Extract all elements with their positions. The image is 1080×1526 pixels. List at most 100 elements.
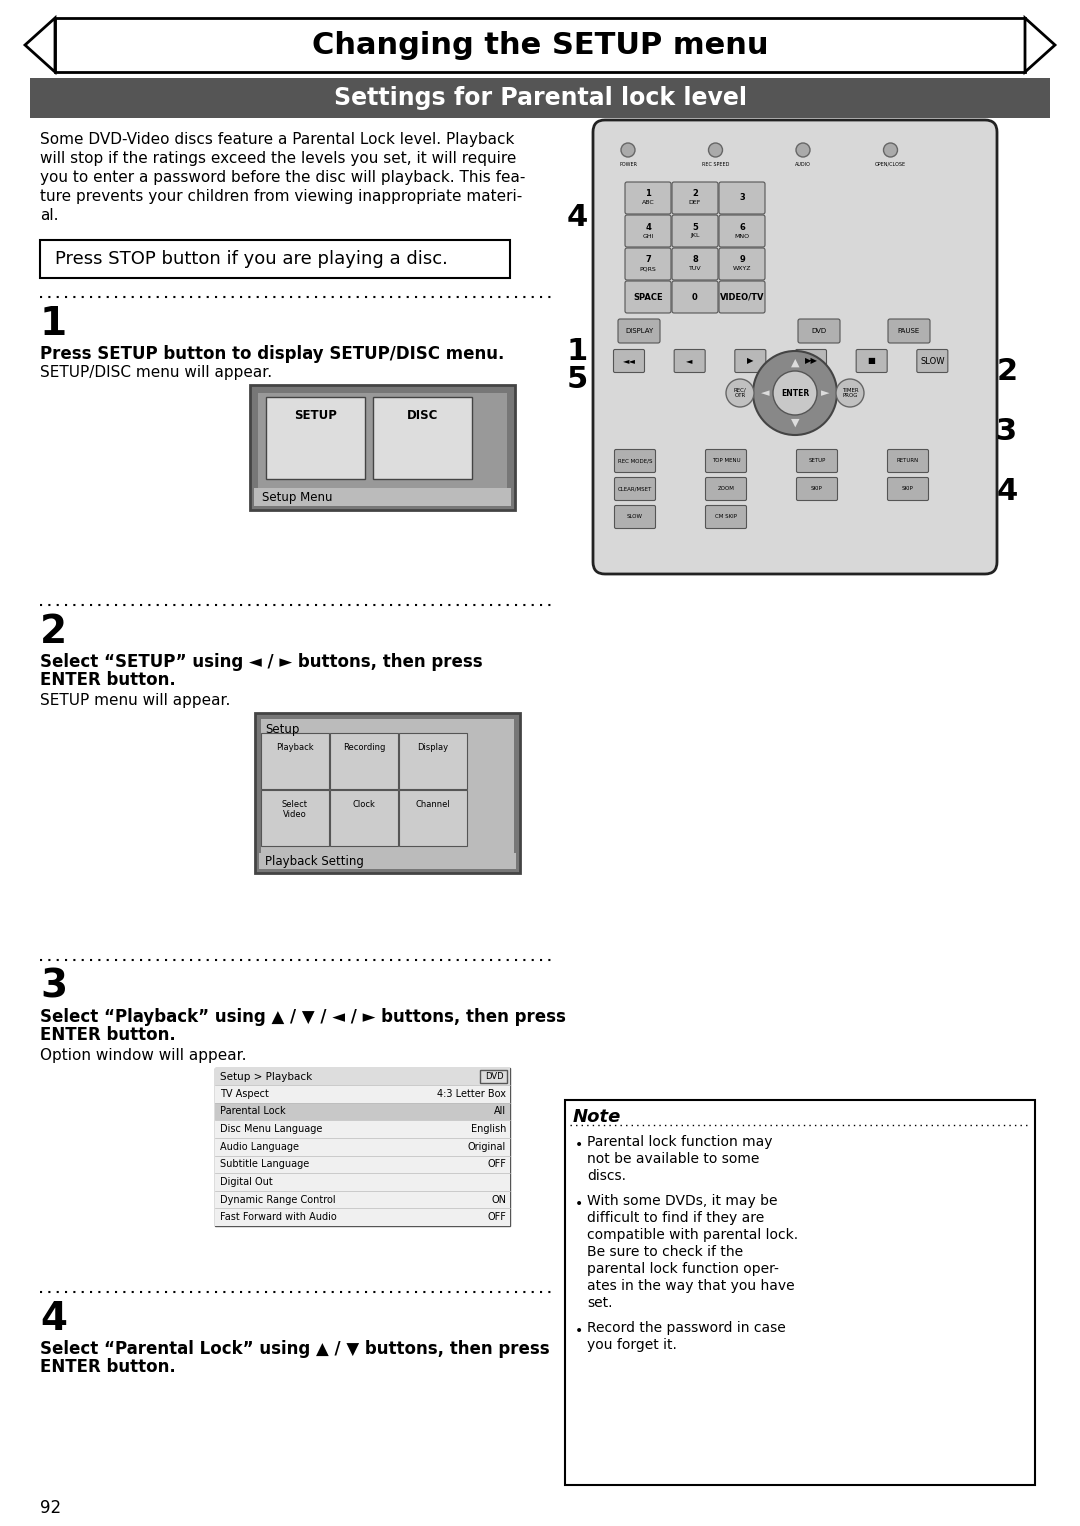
Text: DISPLAY: DISPLAY — [625, 328, 653, 334]
Text: ZOOM: ZOOM — [717, 487, 734, 491]
FancyBboxPatch shape — [625, 249, 671, 279]
Text: CM SKIP: CM SKIP — [715, 514, 737, 519]
Text: Playback Setting: Playback Setting — [265, 855, 364, 867]
Text: 2: 2 — [692, 189, 698, 198]
Text: compatible with parental lock.: compatible with parental lock. — [588, 1228, 798, 1242]
FancyBboxPatch shape — [613, 349, 645, 372]
Text: Some DVD-Video discs feature a Parental Lock level. Playback: Some DVD-Video discs feature a Parental … — [40, 133, 514, 146]
Bar — [215, 1068, 510, 1225]
Text: •: • — [575, 1138, 583, 1152]
Text: 0: 0 — [692, 293, 698, 302]
Text: Recording: Recording — [342, 743, 386, 752]
Text: SLOW: SLOW — [920, 357, 945, 366]
Bar — [30, 78, 1050, 118]
Text: Dynamic Range Control: Dynamic Range Control — [220, 1195, 336, 1204]
Text: Changing the SETUP menu: Changing the SETUP menu — [312, 32, 768, 61]
Text: •: • — [575, 1325, 583, 1338]
FancyBboxPatch shape — [625, 182, 671, 214]
Circle shape — [726, 378, 754, 407]
Text: Audio Language: Audio Language — [220, 1141, 299, 1152]
Text: 3: 3 — [997, 418, 1017, 447]
Text: Clock: Clock — [352, 800, 376, 809]
Text: SETUP/DISC menu will appear.: SETUP/DISC menu will appear. — [40, 365, 272, 380]
Polygon shape — [25, 18, 55, 72]
Circle shape — [753, 351, 837, 435]
FancyBboxPatch shape — [399, 790, 467, 845]
Text: OFF: OFF — [487, 1160, 507, 1169]
Circle shape — [796, 143, 810, 157]
Text: Digital Out: Digital Out — [220, 1177, 273, 1187]
Text: Note: Note — [573, 1108, 621, 1126]
Text: not be available to some: not be available to some — [588, 1152, 759, 1166]
Text: 2: 2 — [40, 613, 67, 652]
FancyBboxPatch shape — [888, 478, 929, 501]
Text: 9: 9 — [739, 255, 745, 264]
Text: DEF: DEF — [689, 200, 701, 206]
Bar — [215, 1120, 510, 1138]
Text: ▶: ▶ — [747, 357, 754, 366]
FancyBboxPatch shape — [719, 249, 765, 279]
Text: SLOW: SLOW — [627, 514, 643, 519]
FancyBboxPatch shape — [615, 505, 656, 528]
Text: MNO: MNO — [734, 233, 750, 238]
Circle shape — [773, 371, 816, 415]
Text: ►: ► — [821, 388, 829, 398]
Bar — [55, 18, 1025, 72]
Text: AUDIO: AUDIO — [795, 162, 811, 166]
Text: ▶▶: ▶▶ — [805, 357, 818, 366]
Text: discs.: discs. — [588, 1169, 626, 1183]
Text: Subtitle Language: Subtitle Language — [220, 1160, 309, 1169]
FancyBboxPatch shape — [719, 215, 765, 247]
Text: Be sure to check if the: Be sure to check if the — [588, 1245, 743, 1259]
Text: ▼: ▼ — [791, 418, 799, 427]
Text: TV Aspect: TV Aspect — [220, 1090, 269, 1099]
Text: ENTER button.: ENTER button. — [40, 1358, 176, 1376]
Text: Select
Video: Select Video — [282, 800, 308, 819]
Text: 1: 1 — [645, 189, 651, 198]
Bar — [480, 1070, 507, 1083]
Bar — [259, 853, 516, 868]
Text: Press SETUP button to display SETUP/DISC menu.: Press SETUP button to display SETUP/DISC… — [40, 345, 504, 363]
Text: JKL: JKL — [690, 233, 700, 238]
Text: TIMER
PROG: TIMER PROG — [841, 388, 859, 398]
Text: Setup Menu: Setup Menu — [262, 490, 333, 504]
Bar — [215, 1085, 510, 1103]
Circle shape — [883, 143, 897, 157]
Text: Select “SETUP” using ◄ / ► buttons, then press: Select “SETUP” using ◄ / ► buttons, then… — [40, 653, 483, 671]
Text: RETURN: RETURN — [896, 458, 919, 464]
Text: difficult to find if they are: difficult to find if they are — [588, 1212, 765, 1225]
Text: Display: Display — [418, 743, 448, 752]
FancyBboxPatch shape — [615, 478, 656, 501]
FancyBboxPatch shape — [672, 215, 718, 247]
FancyBboxPatch shape — [719, 281, 765, 313]
Text: DVD: DVD — [485, 1071, 503, 1080]
FancyBboxPatch shape — [373, 397, 472, 479]
Text: REC/
OTR: REC/ OTR — [733, 388, 746, 398]
Text: Playback: Playback — [276, 743, 314, 752]
FancyBboxPatch shape — [719, 182, 765, 214]
Text: DISC: DISC — [407, 409, 438, 423]
Bar — [40, 240, 510, 278]
Text: TUV: TUV — [689, 267, 701, 272]
Text: 4: 4 — [645, 223, 651, 232]
Text: WXYZ: WXYZ — [732, 267, 752, 272]
Text: GHI: GHI — [643, 233, 653, 238]
Text: ABC: ABC — [642, 200, 654, 206]
FancyBboxPatch shape — [399, 732, 467, 789]
Text: 8: 8 — [692, 255, 698, 264]
FancyBboxPatch shape — [674, 349, 705, 372]
FancyBboxPatch shape — [615, 450, 656, 473]
FancyBboxPatch shape — [618, 319, 660, 343]
Text: CLEAR/MSET: CLEAR/MSET — [618, 487, 652, 491]
Bar — [215, 1103, 510, 1120]
FancyBboxPatch shape — [705, 505, 746, 528]
Text: 6: 6 — [739, 223, 745, 232]
Text: 5: 5 — [566, 366, 588, 395]
FancyBboxPatch shape — [672, 281, 718, 313]
Text: REC MODE/S: REC MODE/S — [618, 458, 652, 464]
Text: OFF: OFF — [487, 1212, 507, 1222]
Circle shape — [836, 378, 864, 407]
FancyBboxPatch shape — [330, 790, 399, 845]
Text: ture prevents your children from viewing inappropriate materi-: ture prevents your children from viewing… — [40, 189, 523, 204]
Text: PAUSE: PAUSE — [897, 328, 920, 334]
